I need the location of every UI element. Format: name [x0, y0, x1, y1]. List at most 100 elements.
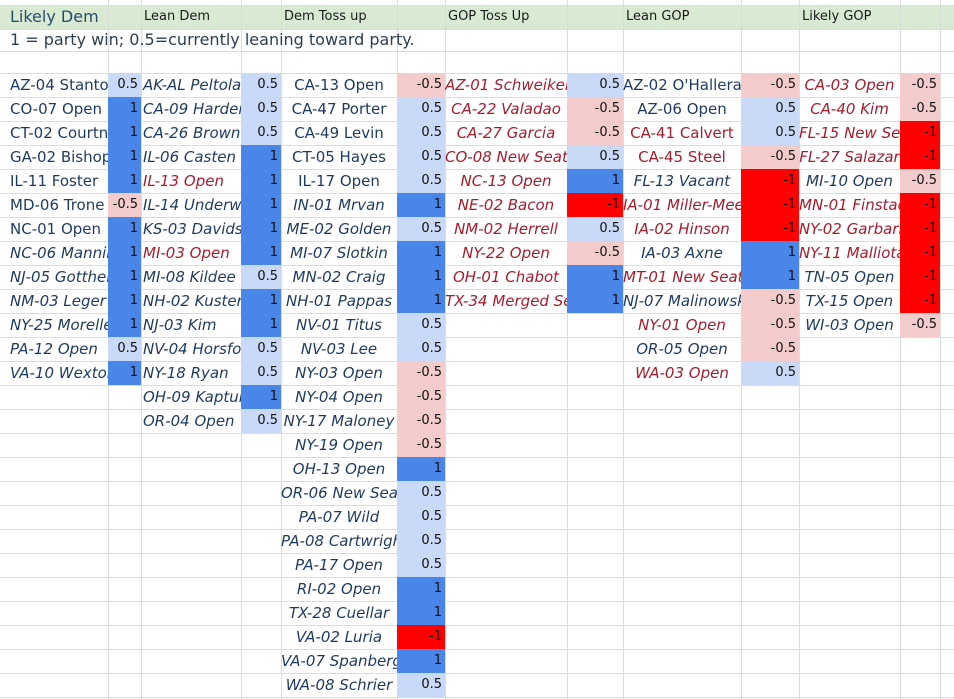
lean-gop-value-cell[interactable]: -1 — [741, 169, 799, 193]
dem-toss-up-district-cell[interactable]: VA-07 Spanberger — [281, 652, 397, 670]
dem-toss-up-value-cell[interactable]: -0.5 — [397, 361, 445, 385]
dem-toss-up-district-cell[interactable]: NV-03 Lee — [300, 340, 378, 358]
gop-toss-up-value-cell[interactable]: 1 — [567, 169, 623, 193]
gop-toss-up-value-cell[interactable]: 1 — [567, 265, 623, 289]
dem-toss-up-district-cell[interactable]: RI-02 Open — [296, 580, 382, 598]
likely-gop-value-cell[interactable]: -1 — [900, 289, 940, 313]
lean-dem-district-cell[interactable]: AK-AL Peltola — [143, 76, 241, 94]
gop-toss-up-district-cell[interactable]: NY-22 Open — [462, 244, 550, 262]
lean-dem-district-cell[interactable]: IL-14 Underwood — [143, 196, 241, 214]
gop-toss-up-value-cell[interactable]: 0.5 — [567, 73, 623, 97]
dem-toss-up-value-cell[interactable]: 0.5 — [397, 169, 445, 193]
gop-toss-up-district-cell[interactable]: NC-13 Open — [460, 172, 552, 190]
dem-toss-up-district-cell[interactable]: OR-06 New Seat — [281, 484, 397, 502]
lean-dem-district-cell[interactable]: NJ-03 Kim — [143, 316, 217, 334]
lean-dem-value-cell[interactable]: 1 — [241, 385, 281, 409]
dem-toss-up-value-cell[interactable]: 0.5 — [397, 145, 445, 169]
dem-toss-up-district-cell[interactable]: MN-02 Craig — [292, 268, 386, 286]
likely-gop-district-cell[interactable]: CA-03 Open — [804, 76, 895, 94]
dem-toss-up-district-cell[interactable]: NV-01 Titus — [296, 316, 382, 334]
gop-toss-up-value-cell[interactable]: 1 — [567, 289, 623, 313]
lean-gop-value-cell[interactable]: 0.5 — [741, 121, 799, 145]
dem-toss-up-value-cell[interactable]: 0.5 — [397, 337, 445, 361]
dem-toss-up-value-cell[interactable]: 1 — [397, 289, 445, 313]
lean-gop-district-cell[interactable]: FL-13 Vacant — [633, 172, 731, 190]
dem-toss-up-district-cell[interactable]: NY-04 Open — [295, 388, 383, 406]
header-likely-gop[interactable]: Likely GOP — [802, 9, 872, 24]
likely-dem-district-cell[interactable]: VA-10 Wexton — [10, 364, 108, 382]
gop-toss-up-district-cell[interactable]: CA-22 Valadao — [451, 100, 561, 118]
lean-dem-value-cell[interactable]: 0.5 — [241, 361, 281, 385]
lean-dem-district-cell[interactable]: OR-04 Open — [143, 412, 235, 430]
dem-toss-up-district-cell[interactable]: CA-49 Levin — [294, 124, 384, 142]
lean-gop-value-cell[interactable]: -0.5 — [741, 313, 799, 337]
likely-gop-district-cell[interactable]: TX-15 Open — [805, 292, 894, 310]
dem-toss-up-district-cell[interactable]: CT-05 Hayes — [292, 148, 386, 166]
gop-toss-up-district-cell[interactable]: CA-27 Garcia — [456, 124, 556, 142]
likely-dem-district-cell[interactable]: NY-25 Morelle — [10, 316, 108, 334]
likely-dem-value-cell[interactable]: 1 — [108, 97, 141, 121]
lean-dem-value-cell[interactable]: 0.5 — [241, 409, 281, 433]
lean-dem-value-cell[interactable]: 1 — [241, 169, 281, 193]
dem-toss-up-value-cell[interactable]: 1 — [397, 193, 445, 217]
likely-dem-district-cell[interactable]: PA-12 Open — [10, 340, 98, 358]
likely-dem-value-cell[interactable]: 1 — [108, 169, 141, 193]
dem-toss-up-value-cell[interactable]: 0.5 — [397, 97, 445, 121]
dem-toss-up-value-cell[interactable]: 0.5 — [397, 481, 445, 505]
header-dem-toss-up[interactable]: Dem Toss up — [284, 9, 367, 24]
likely-dem-district-cell[interactable]: CT-02 Courtney — [10, 124, 108, 142]
lean-dem-value-cell[interactable]: 0.5 — [241, 97, 281, 121]
lean-dem-district-cell[interactable]: IL-06 Casten — [143, 148, 236, 166]
likely-dem-value-cell[interactable]: 1 — [108, 289, 141, 313]
lean-dem-value-cell[interactable]: 1 — [241, 289, 281, 313]
likely-gop-district-cell[interactable]: TN-05 Open — [804, 268, 895, 286]
header-lean-gop[interactable]: Lean GOP — [626, 9, 690, 24]
dem-toss-up-value-cell[interactable]: 1 — [397, 457, 445, 481]
lean-gop-district-cell[interactable]: OR-05 Open — [636, 340, 728, 358]
likely-gop-value-cell[interactable]: -0.5 — [900, 73, 940, 97]
likely-gop-district-cell[interactable]: FL-27 Salazar — [799, 148, 900, 166]
lean-dem-value-cell[interactable]: 1 — [241, 193, 281, 217]
dem-toss-up-value-cell[interactable]: -0.5 — [397, 385, 445, 409]
likely-dem-value-cell[interactable]: 1 — [108, 145, 141, 169]
dem-toss-up-district-cell[interactable]: WA-08 Schrier — [285, 676, 393, 694]
dem-toss-up-district-cell[interactable]: IL-17 Open — [298, 172, 380, 190]
gop-toss-up-value-cell[interactable]: 0.5 — [567, 217, 623, 241]
likely-dem-district-cell[interactable]: MD-06 Trone — [10, 196, 105, 214]
likely-gop-district-cell[interactable]: MN-01 Finstad — [799, 196, 900, 214]
likely-gop-value-cell[interactable]: -1 — [900, 121, 940, 145]
lean-dem-value-cell[interactable]: 1 — [241, 217, 281, 241]
likely-gop-district-cell[interactable]: MI-10 Open — [806, 172, 893, 190]
lean-dem-value-cell[interactable]: 1 — [241, 241, 281, 265]
likely-dem-value-cell[interactable]: -0.5 — [108, 193, 141, 217]
gop-toss-up-value-cell[interactable]: 0.5 — [567, 145, 623, 169]
gop-toss-up-district-cell[interactable]: NM-02 Herrell — [454, 220, 558, 238]
likely-dem-value-cell[interactable]: 1 — [108, 265, 141, 289]
likely-gop-value-cell[interactable]: -1 — [900, 217, 940, 241]
lean-gop-district-cell[interactable]: NJ-07 Malinowski — [623, 292, 741, 310]
lean-dem-value-cell[interactable]: 1 — [241, 313, 281, 337]
lean-gop-value-cell[interactable]: 1 — [741, 241, 799, 265]
lean-gop-value-cell[interactable]: -0.5 — [741, 337, 799, 361]
dem-toss-up-district-cell[interactable]: ME-02 Golden — [286, 220, 392, 238]
lean-gop-district-cell[interactable]: IA-01 Miller-Meeks — [623, 196, 741, 214]
likely-dem-value-cell[interactable]: 1 — [108, 217, 141, 241]
likely-dem-value-cell[interactable]: 1 — [108, 361, 141, 385]
dem-toss-up-district-cell[interactable]: NY-17 Maloney — [283, 412, 395, 430]
likely-gop-district-cell[interactable]: WI-03 Open — [805, 316, 894, 334]
gop-toss-up-value-cell[interactable]: -0.5 — [567, 121, 623, 145]
likely-dem-district-cell[interactable]: NJ-05 Gottheimer — [10, 268, 108, 286]
likely-dem-value-cell[interactable]: 1 — [108, 121, 141, 145]
dem-toss-up-district-cell[interactable]: NY-03 Open — [295, 364, 383, 382]
lean-dem-district-cell[interactable]: MI-08 Kildee — [143, 268, 236, 286]
lean-dem-district-cell[interactable]: IL-13 Open — [143, 172, 224, 190]
lean-gop-district-cell[interactable]: AZ-06 Open — [637, 100, 727, 118]
dem-toss-up-value-cell[interactable]: 1 — [397, 601, 445, 625]
lean-dem-district-cell[interactable]: NV-04 Horsford — [143, 340, 241, 358]
likely-dem-district-cell[interactable]: AZ-04 Stanton — [10, 76, 108, 94]
lean-gop-value-cell[interactable]: 0.5 — [741, 97, 799, 121]
lean-dem-value-cell[interactable]: 0.5 — [241, 337, 281, 361]
gop-toss-up-district-cell[interactable]: OH-01 Chabot — [452, 268, 560, 286]
lean-dem-value-cell[interactable]: 1 — [241, 145, 281, 169]
